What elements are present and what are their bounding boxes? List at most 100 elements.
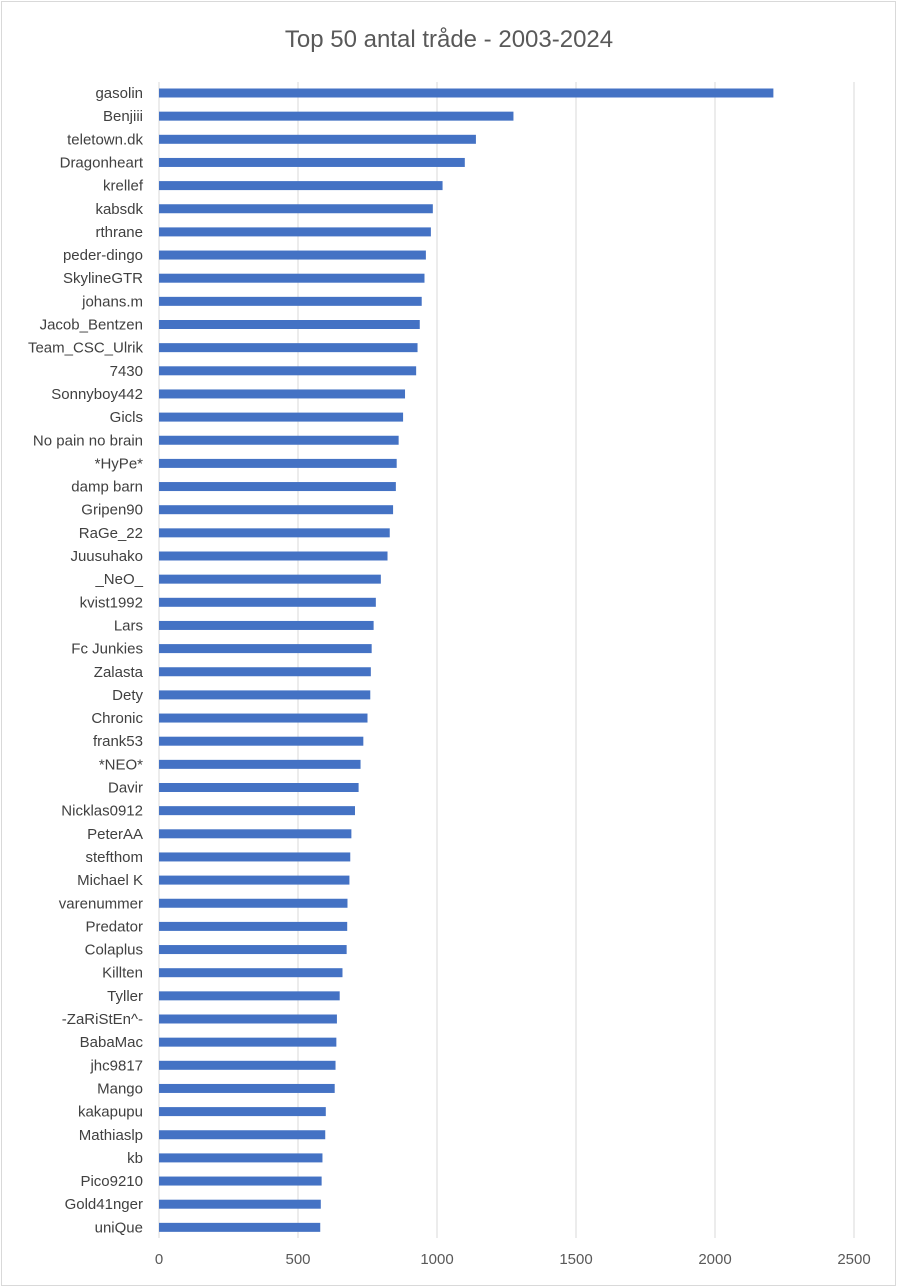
category-label: Benjiii <box>103 108 143 125</box>
bar <box>159 551 388 561</box>
category-label: Juusuhako <box>70 548 143 565</box>
bar <box>159 620 374 630</box>
category-label: Colaplus <box>85 942 143 959</box>
category-label: krellef <box>103 178 144 195</box>
category-label: Lars <box>114 617 143 634</box>
category-label: Dety <box>112 687 143 704</box>
bar <box>159 458 397 468</box>
bar <box>159 644 372 654</box>
category-label: Team_CSC_Ulrik <box>28 340 144 357</box>
category-label: damp barn <box>71 479 143 496</box>
category-label: SkylineGTR <box>63 270 143 287</box>
bar <box>159 88 774 98</box>
bar <box>159 991 340 1001</box>
bar <box>159 898 348 908</box>
bar <box>159 875 350 885</box>
bar <box>159 111 514 121</box>
chart-title: Top 50 antal tråde - 2003-2024 <box>285 26 613 53</box>
bar <box>159 829 352 839</box>
category-label: PeterAA <box>87 826 143 843</box>
bar <box>159 528 390 538</box>
bar <box>159 806 355 816</box>
category-label: *NEO* <box>99 756 143 773</box>
category-label: peder-dingo <box>63 247 143 264</box>
category-label: rthrane <box>95 224 143 241</box>
x-tick-label: 2500 <box>837 1251 870 1268</box>
bar <box>159 320 420 329</box>
bar <box>159 713 368 723</box>
x-tick-label: 1500 <box>559 1251 592 1268</box>
category-label: teletown.dk <box>67 131 143 148</box>
category-label: Davir <box>108 780 143 797</box>
bar <box>159 736 364 746</box>
category-label: Chronic <box>91 710 143 727</box>
category-label: johans.m <box>81 293 143 310</box>
category-label: Michael K <box>77 872 143 889</box>
bar <box>159 343 418 353</box>
bar <box>159 1222 321 1232</box>
x-tick-label: 0 <box>155 1251 163 1268</box>
x-axis-tick-labels: 0 500 1000 1500 2000 2500 <box>155 1251 871 1268</box>
bar <box>159 157 465 167</box>
bar <box>159 783 359 792</box>
bar <box>159 1083 335 1093</box>
bar <box>159 412 404 422</box>
x-tick-label: 1000 <box>420 1251 453 1268</box>
category-label: 7430 <box>110 363 143 380</box>
bar <box>159 759 361 769</box>
category-label: Dragonheart <box>60 154 144 171</box>
category-label: Sonnyboy442 <box>51 386 143 403</box>
category-label: frank53 <box>93 733 143 750</box>
category-label: Tyller <box>107 988 143 1005</box>
category-label: Killten <box>102 965 143 982</box>
bar <box>159 1176 322 1186</box>
category-label: Pico9210 <box>80 1173 143 1190</box>
bar <box>159 505 394 515</box>
category-label: stefthom <box>85 849 143 866</box>
category-label: Gripen90 <box>81 502 143 519</box>
bar <box>159 250 426 260</box>
category-label: Gicls <box>110 409 143 426</box>
bar <box>159 134 476 144</box>
bar <box>159 366 417 376</box>
category-label: kvist1992 <box>80 594 143 611</box>
category-label: kb <box>127 1150 143 1167</box>
bar <box>159 482 396 492</box>
bar <box>159 1060 336 1070</box>
bar <box>159 667 371 677</box>
bar <box>159 204 433 214</box>
bar <box>159 968 343 978</box>
bar <box>159 435 399 445</box>
bars <box>159 88 774 1232</box>
category-label: Mango <box>97 1080 143 1097</box>
category-labels: gasolin Benjiii teletown.dk Dragonheart krel… <box>28 85 144 1236</box>
category-label: Predator <box>85 918 143 935</box>
category-label: Mathiaslp <box>79 1127 143 1144</box>
category-label: -ZaRiStEn^- <box>62 1011 143 1028</box>
category-label: gasolin <box>95 85 143 102</box>
x-tick-label: 2000 <box>698 1251 731 1268</box>
category-label: BabaMac <box>80 1034 144 1051</box>
bar <box>159 852 351 862</box>
bar <box>159 181 443 191</box>
bar <box>159 389 406 399</box>
bar <box>159 1199 321 1209</box>
category-label: jhc9817 <box>89 1057 143 1074</box>
bar <box>159 921 348 931</box>
category-label: varenummer <box>59 895 143 912</box>
category-label: Zalasta <box>94 664 144 681</box>
category-label: kabsdk <box>95 201 143 218</box>
category-label: *HyPe* <box>95 455 144 472</box>
bar <box>159 945 347 955</box>
category-label: kakapupu <box>78 1104 143 1121</box>
bar <box>159 296 422 306</box>
bar <box>159 597 376 607</box>
category-label: _NeO_ <box>94 571 143 588</box>
category-label: Nicklas0912 <box>61 803 143 820</box>
bar <box>159 1107 326 1117</box>
category-label: RaGe_22 <box>79 525 143 542</box>
bar <box>159 1014 337 1024</box>
category-label: uniQue <box>95 1219 143 1236</box>
